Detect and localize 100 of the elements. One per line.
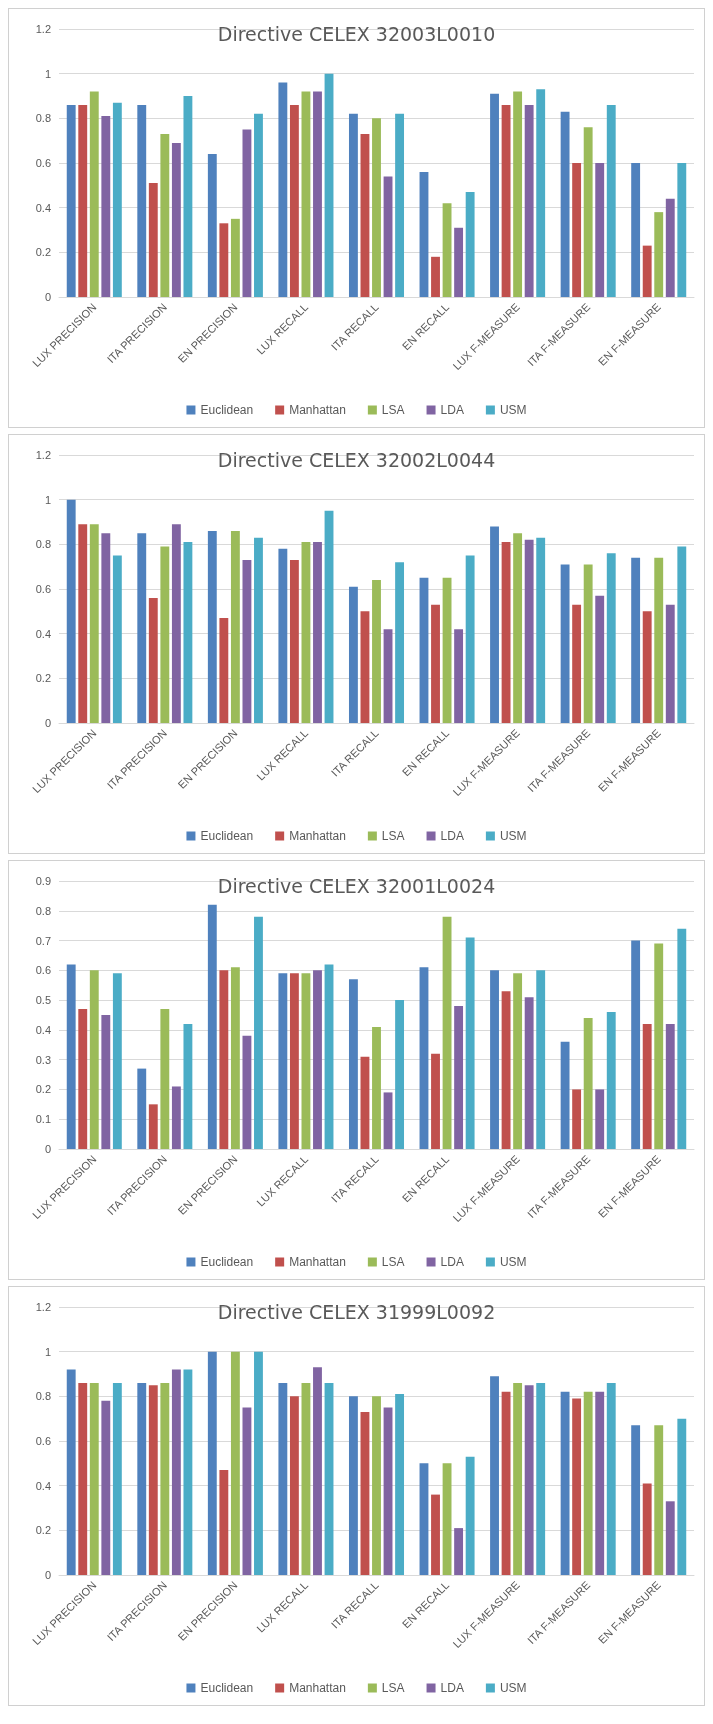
bar [595,163,605,297]
bar [631,163,641,297]
y-tick-label: 0.8 [35,904,51,917]
bar [583,1391,593,1575]
y-tick-label: 0.7 [35,934,51,947]
bar [289,973,299,1149]
bar [348,979,358,1149]
bar [219,970,229,1149]
legend-label: USM [499,829,527,843]
bar [78,1009,88,1149]
bar [454,1528,464,1575]
bar [101,1400,111,1575]
legend-label: LSA [381,1255,405,1269]
bar [465,1456,475,1575]
bar [101,533,111,723]
legend-label: LSA [381,829,405,843]
bar [442,1463,452,1575]
bar [501,542,511,723]
bar [572,163,582,297]
bar [442,577,452,723]
bar [395,562,405,723]
bar [665,604,675,723]
bar [419,967,429,1149]
bar [372,1026,381,1149]
bar [560,564,570,723]
bar [301,1382,311,1575]
y-tick-label: 0 [44,291,51,303]
legend-label: LDA [440,1255,464,1269]
bar [101,1015,111,1149]
legend-label: Euclidean [200,829,254,843]
bar [313,970,322,1149]
bar [454,1006,464,1149]
chart-title: Directive CELEX 32003L0010 [217,22,496,45]
bar [324,73,334,297]
bar [642,245,652,297]
bar [242,1407,252,1575]
bar [137,1382,147,1575]
y-tick-label: 0.6 [35,1435,51,1447]
bar [360,133,370,297]
bar [313,1367,322,1575]
bar [112,555,122,723]
y-tick-label: 1 [44,493,51,506]
bar [642,611,652,723]
bar [642,1023,652,1149]
bar [595,595,605,723]
bar [254,113,263,297]
bar [219,223,229,297]
bar [360,611,370,723]
bar [524,539,534,723]
y-tick-label: 0.4 [35,1023,51,1036]
bar [207,904,217,1149]
y-tick-label: 0.2 [35,1083,51,1096]
bar [536,1382,546,1575]
bar [490,93,499,297]
bar [289,559,299,723]
bar [137,104,147,297]
bar [465,192,475,297]
bar [654,212,664,297]
y-tick-label: 0.4 [35,627,51,640]
bar [207,1351,217,1575]
bar [490,526,499,723]
chart-title: Directive CELEX 32002L0044 [217,448,496,471]
bar [383,176,393,297]
bar [183,96,193,297]
y-tick-label: 1 [44,1345,51,1358]
chart-title: Directive CELEX 32001L0024 [217,874,496,897]
bar [360,1411,370,1575]
bar [89,970,99,1149]
bar [465,937,475,1149]
bar [278,548,288,723]
bar [442,916,452,1149]
bar [183,542,193,723]
legend-label: USM [499,1681,527,1695]
bar [560,1391,570,1575]
y-tick-label: 0.1 [35,1113,51,1126]
bar [677,928,687,1149]
bar [148,183,158,297]
bar [89,1382,99,1575]
bar [219,618,229,723]
bar [383,1407,393,1575]
y-tick-label: 0.4 [35,1479,51,1492]
bar [536,89,546,297]
legend-label: USM [499,403,527,417]
bar [242,129,252,297]
bar [513,973,523,1149]
bar [572,1398,582,1575]
bar [442,203,452,297]
bar [524,997,534,1149]
legend-label: Euclidean [200,1255,254,1269]
bar [513,533,523,723]
bar [606,104,616,297]
legend-label: Euclidean [200,1681,254,1695]
bar [654,943,664,1149]
bar [536,537,546,723]
bar [431,1053,440,1149]
bar [395,1394,405,1575]
bar [631,940,641,1149]
bar [254,1351,263,1575]
y-tick-label: 0 [44,717,51,729]
y-tick-label: 0.8 [35,538,51,551]
